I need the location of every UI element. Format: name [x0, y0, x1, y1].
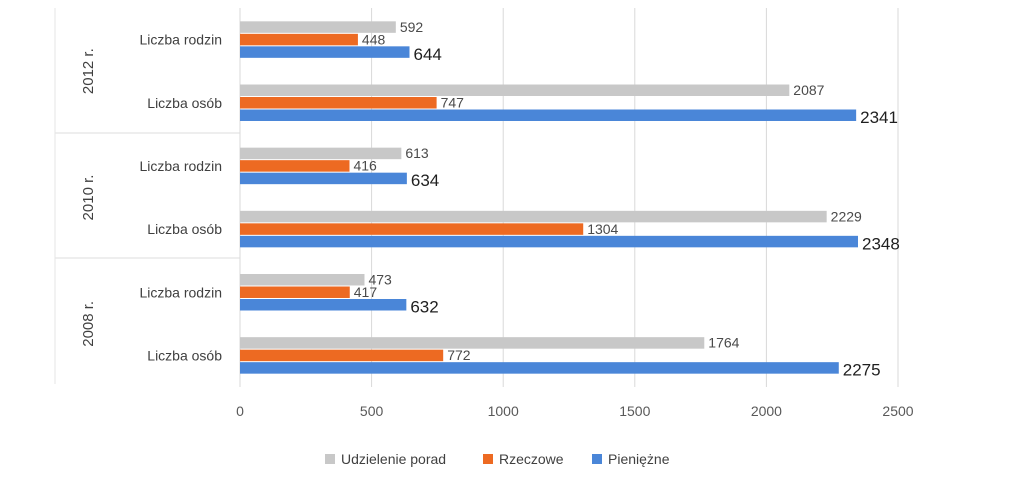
- legend-label: Udzielenie porad: [341, 451, 446, 467]
- legend-swatch: [483, 454, 493, 464]
- group-label: 2012 r.: [80, 48, 97, 94]
- x-tick-label: 2000: [751, 403, 782, 419]
- legend-swatch: [592, 454, 602, 464]
- category-label: Liczba osób: [147, 347, 222, 363]
- data-label: 632: [410, 298, 438, 317]
- x-tick-label: 2500: [882, 403, 913, 419]
- data-label: 772: [447, 347, 471, 363]
- bar-rzeczowe: [240, 160, 350, 172]
- data-label: 2348: [862, 234, 900, 253]
- bar-udzielenie-porad: [240, 147, 402, 160]
- legend-label: Pieniężne: [608, 451, 670, 467]
- category-label: Liczba rodzin: [140, 158, 223, 174]
- data-label: 613: [405, 145, 429, 161]
- data-label: 473: [368, 272, 392, 288]
- x-tick-label: 0: [236, 403, 244, 419]
- bar-rzeczowe: [240, 286, 350, 298]
- data-label: 417: [354, 284, 378, 300]
- legend-swatch: [325, 454, 335, 464]
- x-tick-label: 500: [360, 403, 384, 419]
- bar-pienine: [240, 235, 858, 248]
- data-label: 416: [353, 158, 377, 174]
- data-label: 2087: [793, 82, 824, 98]
- data-label: 592: [400, 19, 424, 35]
- bar-rzeczowe: [240, 223, 584, 235]
- group-label: 2010 r.: [80, 175, 97, 221]
- data-label: 747: [441, 95, 465, 111]
- legend-label: Rzeczowe: [499, 451, 564, 467]
- bar-pienine: [240, 46, 410, 58]
- bar-udzielenie-porad: [240, 210, 827, 223]
- category-label: Liczba osób: [147, 95, 222, 111]
- category-label: Liczba osób: [147, 221, 222, 237]
- bar-udzielenie-porad: [240, 84, 790, 96]
- bar-rzeczowe: [240, 349, 444, 362]
- data-label: 644: [414, 45, 442, 64]
- data-label: 448: [362, 31, 386, 47]
- bar-pienine: [240, 299, 407, 311]
- data-label: 2275: [843, 361, 881, 380]
- data-label: 2341: [860, 108, 898, 127]
- data-label: 634: [411, 171, 439, 190]
- bar-pienine: [240, 362, 839, 374]
- bar-rzeczowe: [240, 33, 358, 46]
- bar-rzeczowe: [240, 97, 437, 109]
- data-label: 1304: [587, 221, 618, 237]
- bar-pienine: [240, 109, 857, 121]
- x-tick-label: 1500: [619, 403, 650, 419]
- group-label: 2008 r.: [80, 301, 97, 347]
- category-label: Liczba rodzin: [140, 32, 223, 48]
- data-label: 2229: [831, 208, 862, 224]
- bar-udzielenie-porad: [240, 274, 365, 286]
- category-label: Liczba rodzin: [140, 284, 223, 300]
- bar-udzielenie-porad: [240, 21, 396, 33]
- data-label: 1764: [708, 335, 739, 351]
- x-tick-label: 1000: [488, 403, 519, 419]
- bar-udzielenie-porad: [240, 337, 705, 349]
- bar-pienine: [240, 172, 407, 185]
